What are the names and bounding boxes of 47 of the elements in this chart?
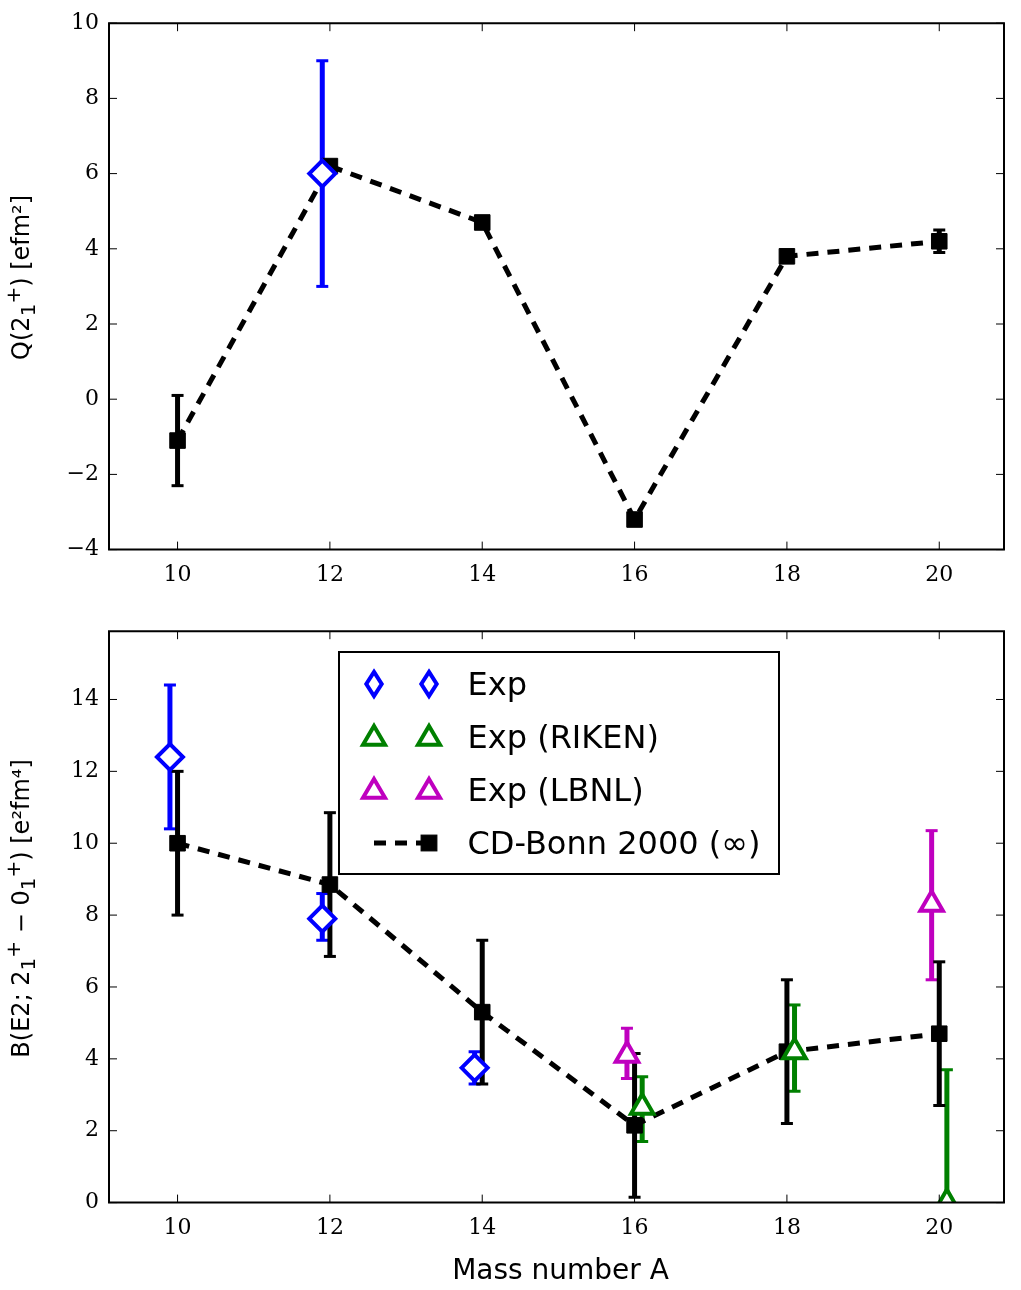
x-tick-label: 12 xyxy=(315,560,344,586)
point xyxy=(473,1003,491,1021)
point xyxy=(473,214,491,231)
y-tick-label: 8 xyxy=(85,84,99,110)
point xyxy=(778,248,796,265)
y-tick-label: 12 xyxy=(71,757,99,783)
y-tick-label: 0 xyxy=(85,1188,99,1214)
x-tick-label: 14 xyxy=(468,1213,497,1239)
x-axis-title: Mass number A xyxy=(451,1253,670,1287)
point xyxy=(459,1052,490,1083)
point xyxy=(930,233,948,250)
point xyxy=(307,158,338,189)
legend-label: Exp (RIKEN) xyxy=(467,717,659,756)
x-tick-label: 12 xyxy=(315,1213,344,1239)
y-tick-label: −2 xyxy=(66,460,99,486)
x-tick-label: 20 xyxy=(925,1213,954,1239)
point xyxy=(626,511,643,528)
point xyxy=(169,834,186,852)
legend-label: CD-Bonn 2000 (∞) xyxy=(467,823,761,862)
y-tick-label: −4 xyxy=(66,535,99,561)
y-tick-label: 6 xyxy=(85,159,99,185)
x-tick-label: 16 xyxy=(620,1213,649,1239)
y-tick-label: 4 xyxy=(85,234,99,260)
x-tick-label: 20 xyxy=(925,560,954,586)
y-tick-label: 14 xyxy=(71,685,99,711)
point xyxy=(169,432,186,449)
y-tick-label: 10 xyxy=(71,828,99,854)
y-tick-label: 0 xyxy=(85,384,99,410)
x-tick-label: 18 xyxy=(772,560,801,586)
y-tick-label: 2 xyxy=(85,309,99,335)
point xyxy=(307,903,338,934)
legend-label: Exp (LBNL) xyxy=(467,770,644,809)
y-tick-label: 2 xyxy=(85,1116,99,1142)
x-tick-label: 10 xyxy=(163,1213,192,1239)
x-tick-label: 10 xyxy=(163,560,192,586)
y-tick-label: 8 xyxy=(85,900,99,926)
legend-label: Exp xyxy=(467,664,527,703)
x-tick-label: 18 xyxy=(772,1213,801,1239)
y-tick-label: 10 xyxy=(71,8,99,34)
point xyxy=(321,876,339,893)
point xyxy=(930,1025,948,1042)
x-tick-label: 14 xyxy=(468,560,497,586)
y-tick-label: 4 xyxy=(85,1044,99,1070)
point xyxy=(626,1117,643,1134)
y-tick-label: 6 xyxy=(85,972,99,998)
point xyxy=(154,741,185,772)
x-tick-label: 16 xyxy=(620,560,649,586)
